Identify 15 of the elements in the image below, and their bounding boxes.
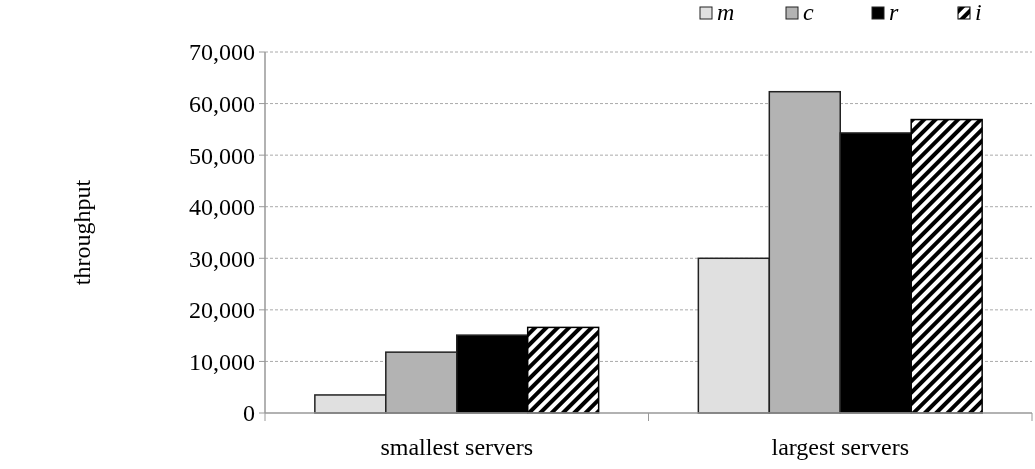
y-axis-title: throughput xyxy=(69,179,95,286)
y-tick-label: 40,000 xyxy=(189,194,255,221)
y-tick-label: 60,000 xyxy=(189,90,255,117)
legend-label: r xyxy=(889,0,899,25)
x-tick-label: largest servers xyxy=(771,434,910,460)
y-tick-label: 0 xyxy=(243,400,255,427)
y-tick-label: 50,000 xyxy=(189,142,255,169)
x-tick-label: smallest servers xyxy=(380,434,534,460)
y-tick-label: 10,000 xyxy=(189,348,255,375)
y-tick-label: 70,000 xyxy=(189,39,255,66)
legend-label: m xyxy=(717,0,735,25)
legend-label: c xyxy=(803,0,814,25)
y-tick-label: 30,000 xyxy=(189,245,255,272)
y-tick-label: 20,000 xyxy=(189,297,255,324)
legend-label: i xyxy=(975,0,982,25)
